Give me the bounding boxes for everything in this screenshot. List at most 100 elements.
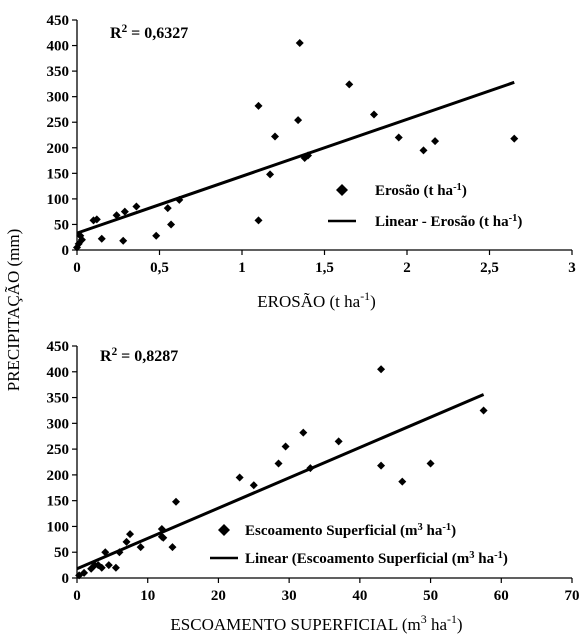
data-point (377, 461, 386, 470)
data-point (163, 204, 172, 213)
data-point (266, 170, 275, 179)
x-tick-label: 0 (73, 260, 81, 276)
x-tick-label: 10 (140, 588, 155, 604)
data-point (254, 216, 263, 225)
data-point (136, 543, 145, 552)
data-point (294, 116, 303, 125)
x-tick-label: 1,5 (315, 260, 334, 276)
data-point (254, 101, 263, 110)
data-point (80, 568, 89, 577)
data-point (168, 543, 177, 552)
data-point (175, 195, 184, 204)
shared-y-axis-title: PRECIPITAÇÃO (mm) (4, 229, 23, 392)
y-tick-label: 450 (47, 13, 70, 29)
data-point (104, 561, 113, 570)
legend-label-series: Erosão (t ha-1) (375, 182, 467, 200)
data-point (97, 234, 106, 243)
data-point (370, 110, 378, 119)
data-point (159, 533, 168, 542)
x-axis-title: EROSÃO (t ha-1) (257, 289, 376, 311)
y-tick-label: 250 (47, 115, 70, 131)
x-tick-label: 2 (403, 260, 411, 276)
y-tick-label: 0 (62, 571, 70, 587)
data-point (419, 146, 428, 155)
data-point (426, 459, 435, 468)
linear-trendline (76, 393, 485, 571)
data-point (306, 464, 315, 473)
data-point (126, 530, 135, 539)
data-point (115, 548, 124, 557)
data-point (112, 211, 121, 220)
x-tick-label: 20 (211, 588, 226, 604)
data-point (274, 459, 283, 468)
data-point (479, 406, 488, 415)
data-point (295, 39, 304, 47)
legend-label-trendline: Linear - Erosão (t ha-1) (375, 213, 522, 231)
data-point (119, 236, 128, 245)
legend-label-trendline: Linear (Escoamento Superficial (m3 ha-1) (245, 550, 508, 568)
x-tick-label: 70 (565, 588, 580, 604)
data-point (334, 437, 343, 446)
data-point (101, 548, 110, 557)
y-tick-label: 50 (54, 545, 69, 561)
legend-label-series: Escoamento Superficial (m3 ha-1) (245, 522, 456, 540)
data-point (122, 537, 131, 546)
y-tick-label: 450 (47, 339, 70, 355)
data-point (152, 231, 161, 240)
x-tick-label: 60 (494, 588, 509, 604)
data-point (92, 215, 101, 224)
data-point (111, 563, 120, 572)
y-tick-label: 350 (47, 64, 70, 80)
linear-trendline (76, 80, 515, 235)
data-point (431, 137, 440, 146)
data-point (398, 477, 407, 486)
y-tick-label: 300 (47, 416, 70, 432)
legend-marker-diamond (218, 524, 230, 536)
x-tick-label: 1 (238, 260, 246, 276)
data-point (157, 525, 166, 534)
data-point (304, 151, 312, 160)
r-squared-label: R2 = 0,8287 (100, 346, 178, 365)
y-tick-label: 100 (47, 519, 70, 535)
y-tick-label: 50 (54, 217, 69, 233)
y-tick-label: 0 (62, 243, 70, 259)
erosion-panel: 0 50 100 150 200 250 300 350 400 450 0 0,5 1 1,5 2 2,5 3… (47, 13, 576, 311)
x-tick-label: 0 (73, 588, 81, 604)
legend-marker-diamond (336, 184, 348, 196)
data-point (281, 442, 290, 451)
x-tick-label: 40 (352, 588, 367, 604)
y-tick-label: 400 (47, 365, 70, 381)
y-tick-label: 100 (47, 192, 70, 208)
x-tick-label: 30 (282, 588, 297, 604)
y-tick-label: 200 (47, 141, 70, 157)
y-tick-label: 300 (47, 90, 70, 106)
data-point (271, 132, 279, 141)
x-axis-title: ESCOAMENTO SUPERFICIAL (m3 ha-1) (170, 612, 462, 634)
data-point (394, 133, 403, 142)
x-tick-label: 3 (568, 260, 576, 276)
data-point (377, 365, 386, 374)
x-tick-label: 50 (423, 588, 438, 604)
y-tick-label: 150 (47, 494, 70, 510)
data-point (77, 235, 86, 244)
y-tick-label: 250 (47, 442, 70, 458)
y-tick-label: 400 (47, 39, 70, 55)
data-point (235, 473, 244, 482)
x-tick-label: 0,5 (150, 260, 169, 276)
y-tick-label: 200 (47, 468, 70, 484)
data-point (172, 497, 180, 506)
data-point (97, 563, 106, 572)
data-point (249, 481, 258, 490)
data-point (345, 80, 354, 89)
data-point (167, 220, 176, 229)
data-point (299, 428, 308, 437)
data-point (120, 207, 129, 216)
runoff-panel: 0 50 100 150 200 250 300 350 400 450 0 10 20 30 40 50 60… (47, 339, 580, 634)
y-tick-label: 350 (47, 391, 70, 407)
x-tick-label: 2,5 (480, 260, 499, 276)
data-point (510, 134, 519, 143)
data-point (132, 202, 141, 211)
r-squared-label: R2 = 0,6327 (110, 23, 188, 42)
y-tick-label: 150 (47, 166, 70, 182)
